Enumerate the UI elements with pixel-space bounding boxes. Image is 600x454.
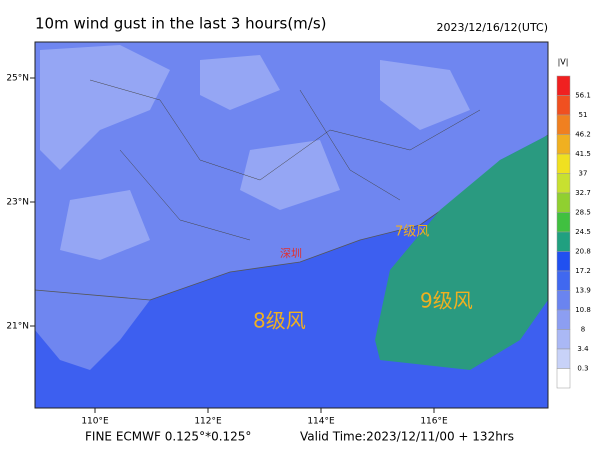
colorbar-label: 13.9 bbox=[575, 287, 591, 295]
colorbar-box bbox=[556, 290, 571, 311]
colorbar-label: 51 bbox=[579, 111, 588, 119]
lat-label: 25°N bbox=[6, 74, 29, 84]
colorbar-box bbox=[556, 251, 571, 272]
lon-label: 114°E bbox=[307, 417, 335, 427]
colorbar-label: 3.4 bbox=[577, 345, 589, 353]
land-light bbox=[40, 45, 470, 260]
gust-9-area bbox=[375, 135, 548, 370]
colorbar-box bbox=[556, 75, 571, 96]
annotation: 8级风 bbox=[253, 309, 306, 333]
colorbar-title: |V| bbox=[558, 58, 569, 67]
colorbar-box bbox=[556, 173, 571, 194]
colorbar-label: 0.3 bbox=[577, 365, 588, 373]
colorbar-box bbox=[556, 309, 571, 330]
colorbar-label: 20.8 bbox=[575, 248, 591, 256]
colorbar-label: 56.1 bbox=[575, 92, 591, 100]
frame bbox=[34, 41, 549, 409]
colorbar-box bbox=[556, 368, 571, 389]
title: 10m wind gust in the last 3 hours(m/s) bbox=[35, 15, 327, 33]
colorbar-box bbox=[556, 270, 571, 291]
colorbar-box bbox=[556, 212, 571, 233]
colorbar-box bbox=[556, 114, 571, 135]
colorbar-label: 8 bbox=[581, 326, 585, 334]
borders bbox=[89, 79, 481, 241]
colorbar-label: 41.5 bbox=[575, 150, 591, 158]
colorbar-label: 46.2 bbox=[575, 131, 591, 139]
colorbar-box bbox=[556, 329, 571, 350]
colorbar-label: 24.5 bbox=[575, 228, 591, 236]
map: 7级风 8级风 9级风 深圳 bbox=[34, 41, 549, 409]
colorbar-label: 17.2 bbox=[575, 267, 591, 275]
lon-label: 116°E bbox=[420, 417, 448, 427]
annotation: 7级风 bbox=[395, 225, 429, 240]
lat-label: 21°N bbox=[6, 322, 29, 332]
lon-label: 110°E bbox=[81, 417, 109, 427]
colorbar-box bbox=[556, 231, 571, 252]
colorbar-label: 28.5 bbox=[575, 209, 591, 217]
colorbar-label: 37 bbox=[579, 170, 588, 178]
time: 2023/12/16/12(UTC) bbox=[437, 21, 549, 34]
colorbar-box bbox=[556, 134, 571, 155]
lon-label: 112°E bbox=[194, 417, 222, 427]
lat-label: 23°N bbox=[6, 198, 29, 208]
colorbar-label: 32.7 bbox=[575, 189, 591, 197]
colorbar-box bbox=[556, 95, 571, 116]
colorbar-box bbox=[556, 192, 571, 213]
annotation: 9级风 bbox=[420, 289, 473, 313]
colorbar-label: 10.8 bbox=[575, 306, 591, 314]
colorbar-box bbox=[556, 348, 571, 369]
colorbar-box bbox=[556, 153, 571, 174]
city-label: 深圳 bbox=[280, 247, 302, 260]
footer-left: FINE ECMWF 0.125°*0.125° bbox=[85, 430, 251, 444]
footer-right: Valid Time:2023/12/11/00 + 132hrs bbox=[300, 430, 514, 444]
